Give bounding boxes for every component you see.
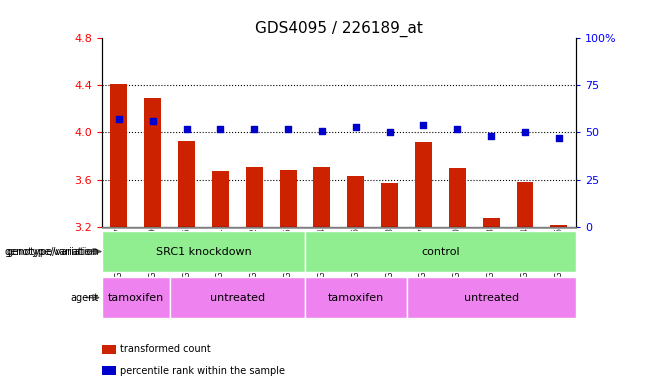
FancyBboxPatch shape (508, 227, 542, 228)
Title: GDS4095 / 226189_at: GDS4095 / 226189_at (255, 21, 423, 37)
Point (452, 126, 463, 132)
Text: genotype/variation: genotype/variation (6, 247, 99, 257)
Bar (280, 170, 297, 227)
Bar (178, 141, 195, 227)
Text: GSM709767: GSM709767 (114, 227, 124, 278)
FancyBboxPatch shape (305, 227, 339, 228)
Text: percentile rank within the sample: percentile rank within the sample (120, 366, 286, 376)
FancyBboxPatch shape (102, 277, 170, 318)
Text: GSM709765: GSM709765 (182, 227, 191, 278)
Text: transformed count: transformed count (120, 344, 211, 354)
Text: GSM709768: GSM709768 (385, 227, 394, 278)
Bar (449, 168, 466, 227)
Point (147, 118, 158, 124)
FancyBboxPatch shape (339, 227, 372, 228)
Bar (111, 84, 128, 227)
Bar (144, 98, 161, 227)
Bar (381, 183, 398, 227)
FancyBboxPatch shape (407, 227, 440, 228)
Bar (483, 218, 499, 227)
FancyBboxPatch shape (372, 227, 407, 228)
FancyBboxPatch shape (271, 227, 305, 228)
FancyBboxPatch shape (305, 277, 407, 318)
Point (114, 116, 124, 122)
FancyBboxPatch shape (474, 227, 508, 228)
Text: GSM709771: GSM709771 (216, 227, 225, 278)
Bar (246, 167, 263, 227)
Text: GSM709772: GSM709772 (250, 227, 259, 278)
Point (418, 122, 429, 128)
Text: tamoxifen: tamoxifen (328, 293, 384, 303)
Text: untreated: untreated (464, 293, 519, 303)
FancyBboxPatch shape (203, 227, 238, 228)
Point (215, 126, 226, 132)
Text: GSM709777: GSM709777 (419, 227, 428, 278)
Bar (347, 176, 365, 227)
Point (182, 126, 192, 132)
FancyBboxPatch shape (136, 227, 170, 228)
Text: GSM709775: GSM709775 (284, 227, 293, 278)
FancyBboxPatch shape (102, 231, 305, 272)
Point (283, 126, 293, 132)
Text: tamoxifen: tamoxifen (108, 293, 164, 303)
FancyBboxPatch shape (238, 227, 271, 228)
Point (553, 135, 564, 141)
Point (384, 129, 395, 136)
FancyBboxPatch shape (170, 277, 305, 318)
FancyBboxPatch shape (440, 227, 474, 228)
Text: genotype/variation: genotype/variation (5, 247, 97, 257)
Text: SRC1 knockdown: SRC1 knockdown (156, 247, 251, 257)
Text: GSM709769: GSM709769 (148, 227, 157, 278)
Point (520, 129, 530, 136)
Text: GSM709764: GSM709764 (317, 227, 326, 278)
Point (486, 133, 496, 139)
Text: GSM709774: GSM709774 (520, 227, 530, 278)
FancyBboxPatch shape (170, 227, 203, 228)
FancyBboxPatch shape (305, 231, 576, 272)
FancyBboxPatch shape (407, 277, 576, 318)
Text: agent: agent (70, 293, 99, 303)
Text: GSM709770: GSM709770 (453, 227, 462, 278)
Text: GSM709773: GSM709773 (487, 227, 495, 278)
Point (316, 127, 327, 134)
Bar (517, 182, 534, 227)
Bar (212, 171, 229, 227)
Text: untreated: untreated (210, 293, 265, 303)
Text: GSM709766: GSM709766 (351, 227, 361, 278)
FancyBboxPatch shape (102, 227, 136, 228)
Bar (313, 167, 330, 227)
Point (351, 124, 361, 130)
FancyBboxPatch shape (542, 227, 576, 228)
Point (249, 126, 259, 132)
Bar (415, 142, 432, 227)
Text: control: control (421, 247, 460, 257)
Text: GSM709776: GSM709776 (554, 227, 563, 278)
Bar (550, 225, 567, 227)
